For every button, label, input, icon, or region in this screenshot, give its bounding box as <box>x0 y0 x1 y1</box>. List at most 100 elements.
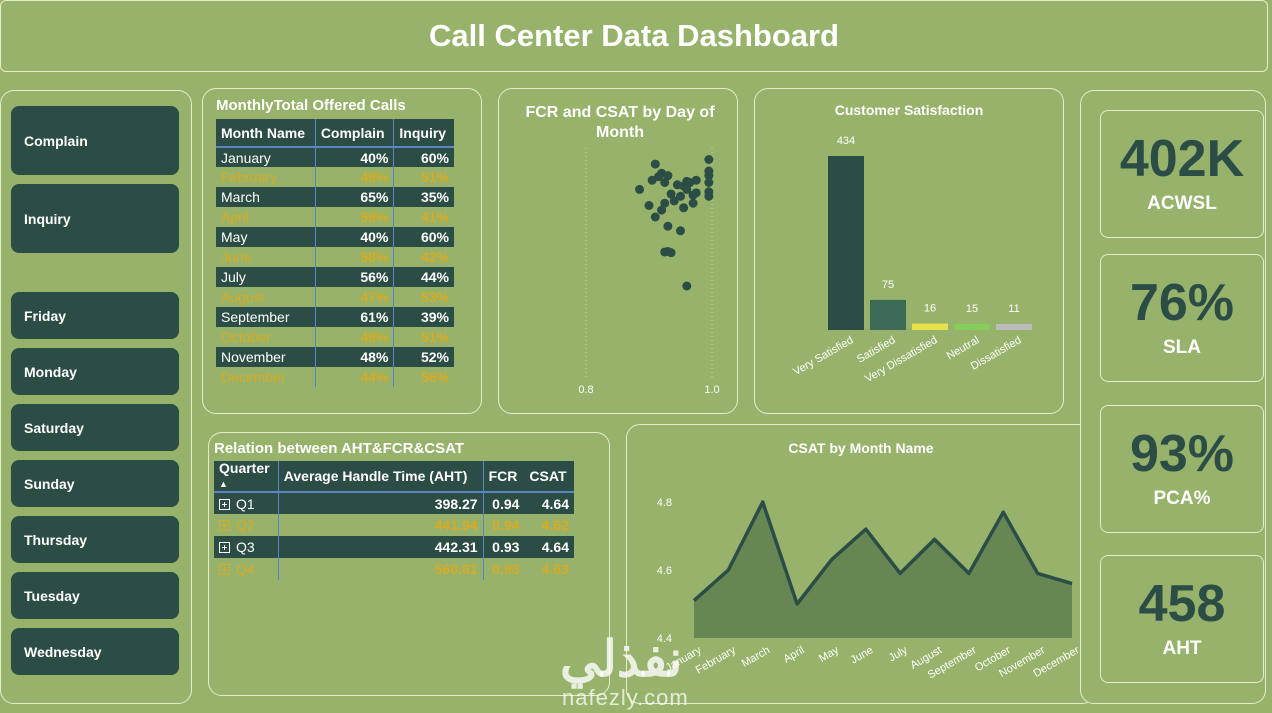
table-row[interactable]: May 40% 60% <box>216 227 454 247</box>
table-row[interactable]: February 49% 51% <box>216 167 454 187</box>
table-row[interactable]: Q1 398.27 0.94 4.64 <box>214 492 574 514</box>
bar[interactable] <box>870 299 906 330</box>
scatter-point[interactable] <box>663 221 673 231</box>
slicer-tuesday-button[interactable]: Tuesday <box>11 572 179 619</box>
slicer-sunday-button[interactable]: Sunday <box>11 460 179 507</box>
expand-plus-icon[interactable] <box>219 542 230 553</box>
area-point[interactable] <box>1001 510 1005 514</box>
column-header[interactable]: Month Name <box>216 119 316 148</box>
scatter-point[interactable] <box>650 159 660 169</box>
kpi-value: 458 <box>1138 575 1226 633</box>
area-point[interactable] <box>1036 571 1040 575</box>
slicer-thursday-button[interactable]: Thursday <box>11 516 179 563</box>
area-point[interactable] <box>933 537 937 541</box>
bar[interactable] <box>954 323 990 330</box>
slicer-inquiry-button[interactable]: Inquiry <box>11 184 179 253</box>
area-point[interactable] <box>864 527 868 531</box>
area-point[interactable] <box>726 568 730 572</box>
table-row[interactable]: July 56% 44% <box>216 267 454 287</box>
column-header[interactable]: FCR <box>483 461 525 493</box>
kpi-card-sla: 76% SLA <box>1100 254 1264 382</box>
expand-plus-icon[interactable] <box>219 564 230 575</box>
slicer-monday-button[interactable]: Monday <box>11 348 179 395</box>
kpi-label: AHT <box>1162 638 1202 659</box>
area-point[interactable] <box>829 558 833 562</box>
bar[interactable] <box>912 323 948 330</box>
x-tick-label: Very Dissatisfied <box>863 334 939 385</box>
scatter-point[interactable] <box>647 175 657 185</box>
scatter-point[interactable] <box>691 175 701 185</box>
column-header-quarter[interactable]: Quarter ▲ <box>214 461 279 493</box>
slicer-label: Thursday <box>24 531 88 548</box>
scatter-point[interactable] <box>660 178 670 187</box>
scatter-point[interactable] <box>688 198 698 208</box>
column-header[interactable]: CSAT <box>524 461 574 493</box>
table-cell-quarter: Q1 <box>214 492 279 514</box>
expand-plus-icon[interactable] <box>219 520 230 531</box>
scatter-point[interactable] <box>644 201 654 210</box>
slicer-complain-button[interactable]: Complain <box>11 106 179 175</box>
column-header[interactable]: Complain <box>315 119 395 148</box>
scatter-point[interactable] <box>660 198 670 208</box>
table-row[interactable]: August 47% 53% <box>216 287 454 307</box>
table-cell: November <box>216 347 316 367</box>
table-cell: 51% <box>420 329 449 345</box>
column-header[interactable]: Inquiry <box>393 119 454 148</box>
table-row[interactable]: October 49% 51% <box>216 327 454 347</box>
scatter-point[interactable] <box>666 189 676 199</box>
table-row[interactable]: Q3 442.31 0.93 4.64 <box>214 536 574 558</box>
area-point[interactable] <box>761 500 765 504</box>
x-tick-label: April <box>782 644 807 665</box>
area-point[interactable] <box>898 571 902 575</box>
scatter-point[interactable] <box>682 176 692 186</box>
scatter-point[interactable] <box>650 212 660 222</box>
scatter-point[interactable] <box>676 191 685 201</box>
slicer-wednesday-button[interactable]: Wednesday <box>11 628 179 675</box>
kpi-label: SLA <box>1163 337 1201 358</box>
scatter-point[interactable] <box>660 247 670 257</box>
slicer-label: Tuesday <box>24 587 80 604</box>
table-row[interactable]: January 40% 60% <box>216 147 454 167</box>
kpi-card-pca: 93% PCA% <box>1100 405 1264 533</box>
scatter-point[interactable] <box>676 226 685 236</box>
table-row[interactable]: September 61% 39% <box>216 307 454 327</box>
table-header-row: Month Name Complain Inquiry <box>216 119 454 148</box>
bar[interactable] <box>828 156 864 330</box>
scatter-point[interactable] <box>679 203 689 213</box>
scatter-point[interactable] <box>682 281 692 291</box>
bar[interactable] <box>996 324 1032 330</box>
table-cell: 398.27 <box>278 492 484 514</box>
table-row[interactable]: November 48% 52% <box>216 347 454 367</box>
quarter-label: Q1 <box>236 495 255 512</box>
area-point[interactable] <box>692 599 696 603</box>
scatter-point[interactable] <box>691 188 701 198</box>
scatter-point[interactable] <box>704 178 714 187</box>
table-cell: 35% <box>393 187 454 207</box>
scatter-point[interactable] <box>669 196 679 206</box>
scatter-point[interactable] <box>704 191 714 201</box>
area-point[interactable] <box>1070 582 1074 586</box>
scatter-point[interactable] <box>704 171 714 181</box>
scatter-point[interactable] <box>663 171 673 181</box>
scatter-point[interactable] <box>657 205 667 215</box>
area-line[interactable] <box>692 500 1073 606</box>
kpi-card-aht: 458 AHT <box>1100 555 1264 683</box>
table-row[interactable]: June 58% 42% <box>216 247 454 267</box>
table-row[interactable]: Q2 441.94 0.94 4.62 <box>214 514 574 536</box>
x-tick-label: March <box>740 644 772 670</box>
area-point[interactable] <box>967 571 971 575</box>
x-tick-label: 0.8 <box>578 384 593 396</box>
scatter-point[interactable] <box>635 184 645 194</box>
kpi-card-acwsl: 402K ACWSL <box>1100 110 1264 238</box>
table-row[interactable]: April 59% 41% <box>216 207 454 227</box>
slicer-saturday-button[interactable]: Saturday <box>11 404 179 451</box>
area-point[interactable] <box>795 602 799 606</box>
bar-data-label: 15 <box>966 303 978 315</box>
expand-plus-icon[interactable] <box>219 498 230 510</box>
slicer-friday-button[interactable]: Friday <box>11 292 179 339</box>
table-row[interactable]: Q4 560.61 0.93 4.63 <box>214 558 574 580</box>
table-row[interactable]: March 65% 35% <box>216 187 454 207</box>
column-header[interactable]: Average Handle Time (AHT) <box>278 461 484 493</box>
table-row[interactable]: December 44% 56% <box>216 367 454 387</box>
scatter-point[interactable] <box>704 155 714 164</box>
